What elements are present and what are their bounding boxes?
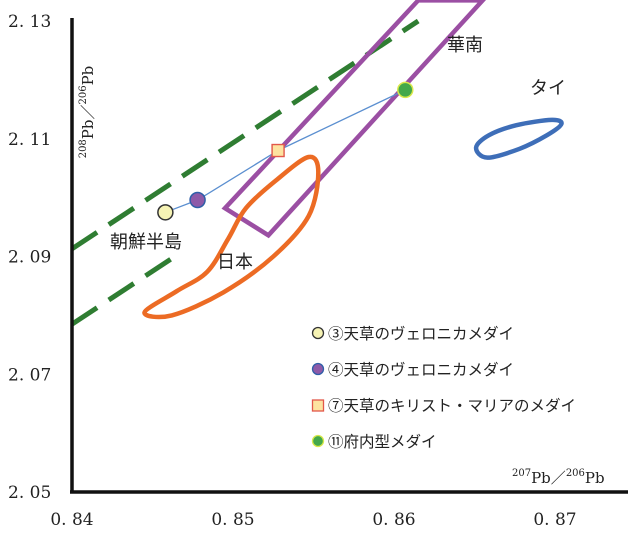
region-label-thailand: タイ [530, 78, 566, 99]
connector-layer [165, 89, 406, 213]
japan-region [142, 154, 321, 320]
data-point-circle [189, 191, 206, 209]
region-label-korea: 朝鮮半島 [110, 232, 182, 253]
x-tick-label: 0. 87 [533, 510, 576, 530]
points-layer [157, 81, 414, 221]
legend-label: ⑦天草のキリスト・マリアのメダイ [328, 397, 576, 415]
connector-line [165, 89, 406, 213]
legend-label: ④天草のヴェロニカメダイ [328, 361, 514, 379]
south-china-region [221, 0, 487, 239]
data-point-circle [397, 81, 414, 99]
thailand-region [473, 117, 564, 160]
y-tick-label: 2. 09 [8, 248, 51, 268]
regions-layer [70, 0, 564, 327]
korea-upper-dashed-line [70, 18, 420, 251]
legend-item: ④天草のヴェロニカメダイ [311, 361, 514, 379]
legend-marker-circle-green [311, 434, 325, 448]
y-tick-label: 2. 05 [8, 483, 51, 503]
legend-marker-square [311, 399, 325, 412]
region-label-south-china: 華南 [447, 35, 483, 56]
legend-marker-circle-yellow [311, 326, 325, 340]
x-axis-title: 207Pb／206Pb [512, 468, 605, 487]
legend-item: ③天草のヴェロニカメダイ [311, 325, 514, 343]
data-point-circle [157, 204, 174, 221]
legend-item: ⑦天草のキリスト・マリアのメダイ [311, 397, 576, 415]
legend: ③天草のヴェロニカメダイ ④天草のヴェロニカメダイ ⑦天草のキリスト・マリアのメ… [311, 325, 576, 451]
y-tick-label: 2. 11 [8, 130, 51, 150]
x-tick-label: 0. 86 [372, 510, 415, 530]
y-tick-labels: 2. 05 2. 07 2. 09 2. 11 2. 13 [8, 12, 51, 503]
korea-lower-dashed-line [70, 253, 179, 327]
x-tick-labels: 0. 84 0. 85 0. 86 0. 87 [50, 510, 576, 530]
y-tick-label: 2. 13 [8, 12, 51, 32]
y-axis-title: 208Pb／206Pb [78, 66, 97, 159]
legend-label: ⑪府内型メダイ [328, 433, 437, 451]
data-point-square [271, 143, 285, 158]
y-tick-label: 2. 07 [8, 365, 51, 385]
x-tick-label: 0. 84 [50, 510, 93, 530]
legend-marker-circle-purple [311, 362, 325, 376]
legend-item: ⑪府内型メダイ [311, 433, 437, 451]
legend-label: ③天草のヴェロニカメダイ [328, 325, 514, 343]
region-label-japan: 日本 [217, 252, 253, 273]
x-tick-label: 0. 85 [211, 510, 254, 530]
